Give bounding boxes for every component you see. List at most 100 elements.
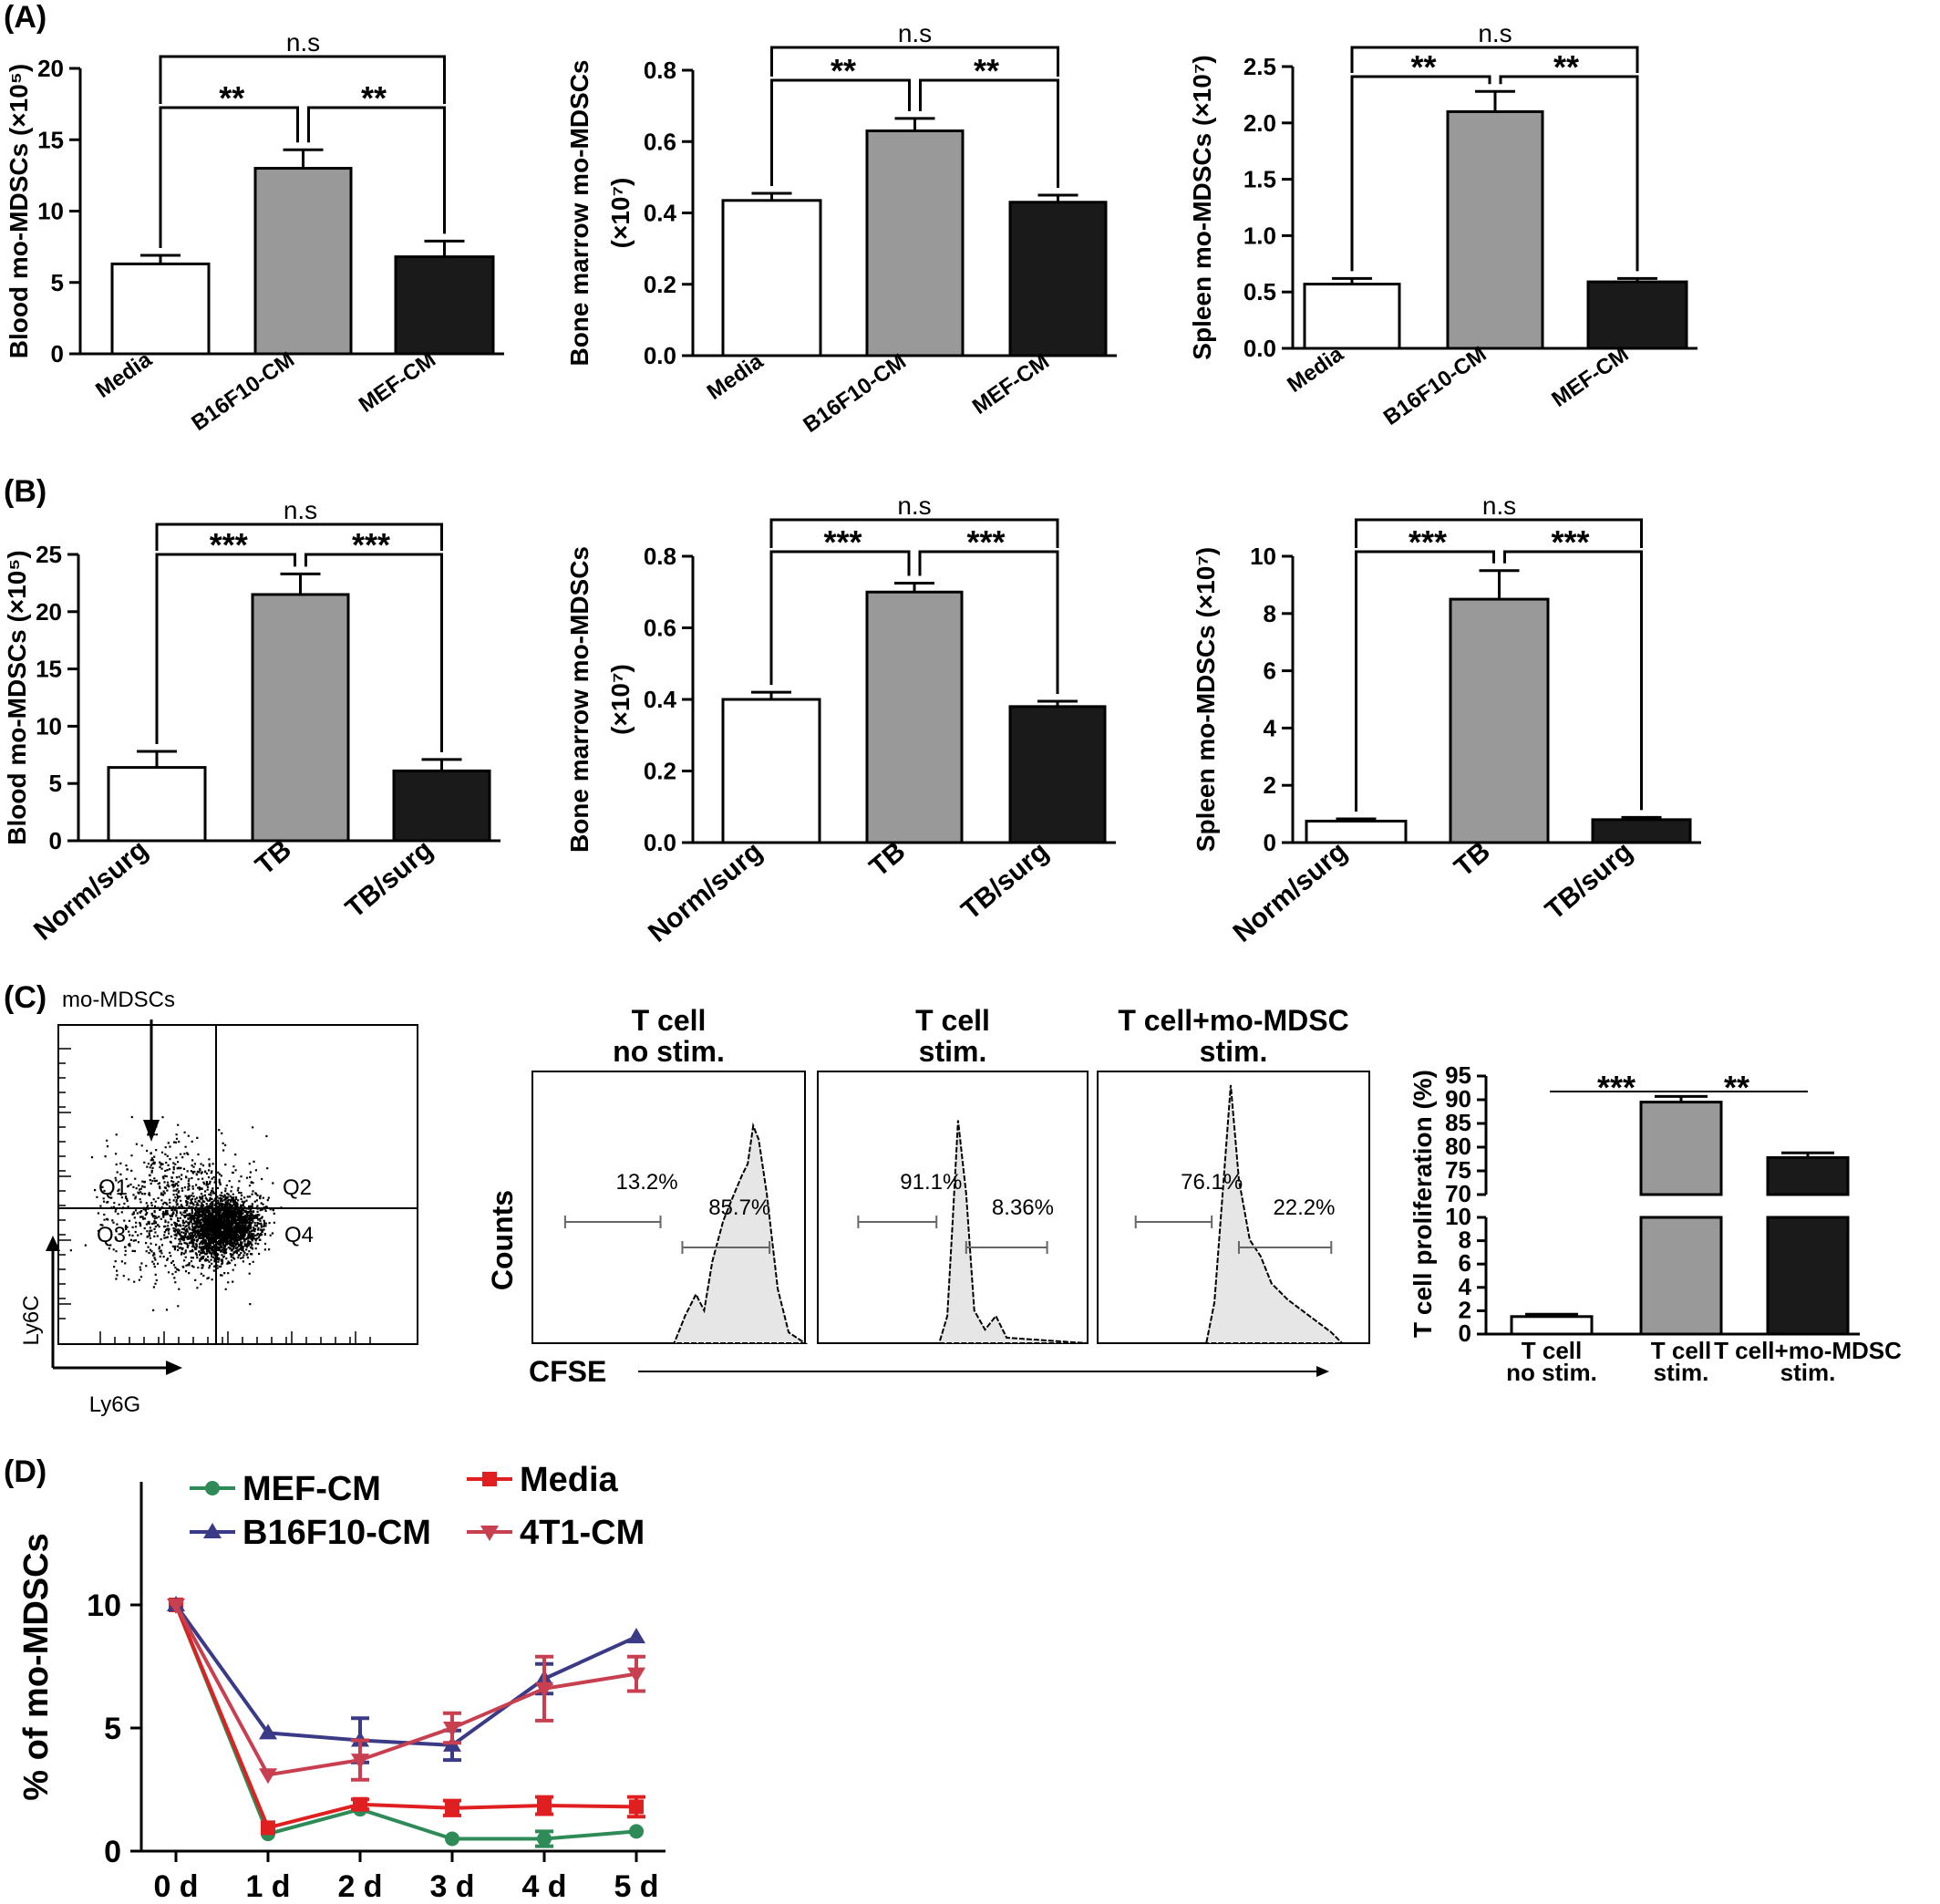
scatter-dots (69, 1115, 283, 1311)
x-axis-label: Ly6G (89, 1392, 140, 1417)
significance-left: ** (831, 52, 856, 89)
category-label: Media (703, 348, 769, 405)
series-line (174, 1604, 637, 1830)
data-point (537, 1831, 552, 1847)
y-tick-label: 10 (36, 712, 62, 740)
y-tick-label: 85 (1445, 1109, 1471, 1136)
significance-left: *** (823, 523, 862, 561)
bar (1008, 705, 1107, 844)
chart-a3: 0.0 0.5 1.0 1.5 2.0 2.5 Media B16F10-CM MEF-CM Sp… (1188, 19, 1698, 430)
y-tick-label: 0.0 (644, 829, 676, 856)
histogram-subtitle: stim. (919, 1035, 987, 1068)
histogram-curve (532, 1122, 809, 1344)
x-tick-label: 0 d (153, 1869, 198, 1904)
gate-right-percent: 8.36% (992, 1195, 1054, 1220)
y-tick-label: 0.4 (644, 686, 677, 713)
series-line (174, 1603, 637, 1747)
chart-a1: 0 5 10 15 20 Media B16F10-CM MEF-CM Blood mo-MDS… (5, 28, 504, 436)
significance-left: ** (219, 79, 244, 117)
legend-label: B16F10-CM (242, 1514, 431, 1552)
y-tick-label: 2 (1459, 1296, 1471, 1323)
x-tick-label: 5 d (614, 1869, 658, 1904)
y-tick-label: 15 (37, 126, 64, 153)
bar-upper-segment (1639, 1101, 1723, 1196)
significance-top: n.s (284, 496, 317, 524)
x-tick-label: 2 d (337, 1869, 382, 1904)
bar (394, 255, 495, 356)
y-tick-label: 10 (1445, 1203, 1471, 1230)
data-point (629, 1799, 644, 1815)
quadrant-label: Q4 (284, 1223, 314, 1247)
bar (1449, 597, 1550, 844)
category-label: T cell no stim. (1506, 1337, 1597, 1386)
bar (110, 262, 211, 356)
y-tick-label: 6 (1264, 657, 1276, 685)
category-label: B16F10-CM (187, 347, 299, 436)
category-label: T cell stim. (1651, 1337, 1711, 1386)
series-b16f10-cm (167, 1596, 645, 1764)
bar (253, 167, 353, 356)
y-axis-label: Spleen mo-MDSCs (×10⁷) (1188, 55, 1216, 359)
quadrant-label: Q3 (97, 1223, 126, 1247)
significance-right: ** (361, 79, 387, 117)
y-axis-label: Counts (486, 1190, 519, 1290)
y-tick-label: 4 (1264, 714, 1277, 741)
significance-top: n.s (897, 492, 931, 520)
category-label: Norm/surg (28, 834, 153, 947)
y-axis-label: Spleen mo-MDSCs (×10⁷) (1192, 547, 1220, 852)
chart-d-timecourse: 0 5 10 0 d 1 d 2 d 3 d 4 d 5 d % of mo-MDSCs MEF-C… (17, 1461, 666, 1904)
significance-bracket (770, 78, 1059, 188)
y-tick-label: 0.8 (644, 543, 676, 570)
category-label: MEF-CM (355, 347, 440, 418)
series-line (174, 1604, 637, 1777)
gate-right (681, 1241, 771, 1254)
legend-label: 4T1-CM (520, 1514, 645, 1552)
data-point (445, 1831, 459, 1847)
significance-top: n.s (1478, 19, 1512, 47)
y-tick-label: 0.2 (644, 758, 676, 785)
y-tick-label: 5 (104, 1712, 121, 1746)
data-point (627, 1628, 645, 1644)
gate-right (1237, 1241, 1333, 1254)
x-axis-label: CFSE (529, 1355, 606, 1388)
y-tick-label: 90 (1445, 1085, 1471, 1112)
y-axis-label: Ly6C (19, 1295, 44, 1345)
data-point (482, 1472, 497, 1486)
histogram-subtitle: no stim. (613, 1035, 725, 1068)
histogram-curve (1098, 1084, 1369, 1344)
category-label-line: T cell+mo-MDSC (1714, 1337, 1902, 1364)
panel-label-b: (B) (4, 474, 46, 509)
y-tick-label: 0 (1459, 1319, 1471, 1347)
histogram-title: T cell (915, 1004, 990, 1037)
y-tick-label: 75 (1445, 1156, 1471, 1184)
y-tick-label: 10 (1250, 543, 1276, 570)
data-point (351, 1754, 369, 1770)
gate-right-percent: 85.7% (708, 1195, 770, 1220)
category-label-line: T cell (1651, 1337, 1711, 1364)
gate-left-percent: 76.1% (1181, 1170, 1243, 1195)
category-label-line: no stim. (1506, 1359, 1597, 1386)
significance-bracket-outer (159, 55, 446, 104)
data-point (535, 1682, 553, 1698)
y-tick-label: 10 (37, 198, 64, 225)
data-point (443, 1722, 461, 1737)
bar (721, 199, 822, 357)
category-label: T cell+mo-MDSC stim. (1714, 1337, 1902, 1386)
significance-top: n.s (1482, 492, 1516, 520)
y-tick-label: 5 (51, 269, 64, 296)
y-tick-label: 2.5 (1243, 53, 1276, 80)
y-arrowhead (46, 1236, 60, 1251)
significance-right: *** (352, 526, 390, 564)
data-point (537, 1798, 552, 1814)
gate-right-percent: 22.2% (1273, 1195, 1335, 1220)
annotation-arrowhead (143, 1120, 160, 1142)
legend-label: MEF-CM (242, 1470, 381, 1508)
data-point (627, 1667, 645, 1683)
series-line (174, 1604, 637, 1841)
y-tick-label: 4 (1459, 1273, 1472, 1300)
quadrant-label: Q2 (283, 1175, 312, 1200)
bar (1510, 1315, 1594, 1336)
significance-right: *** (1551, 523, 1589, 561)
